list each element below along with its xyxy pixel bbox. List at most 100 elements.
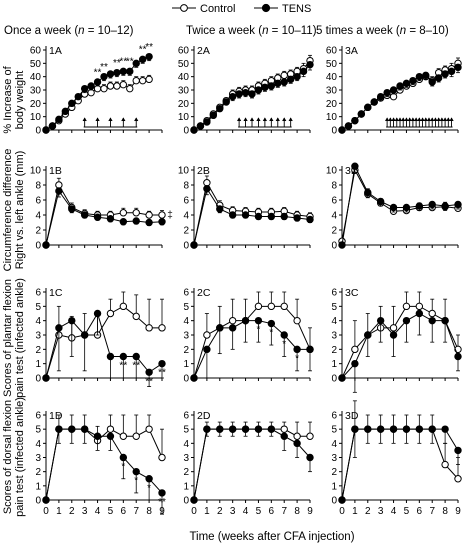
data-point xyxy=(228,92,237,101)
column-title-2: Twice a week (n = 10–11) xyxy=(186,25,317,37)
data-point xyxy=(203,185,211,193)
data-point xyxy=(61,107,70,116)
x-tick-label: 9 xyxy=(455,506,461,517)
x-tick-label: 0 xyxy=(339,506,345,517)
data-point xyxy=(216,324,224,332)
series-line xyxy=(45,189,163,246)
data-point xyxy=(145,475,153,483)
data-point xyxy=(119,352,128,361)
panel-1D: 012345601234567891D***** xyxy=(35,410,166,517)
series-tens xyxy=(42,425,166,515)
series-tens xyxy=(338,425,462,504)
series-line xyxy=(193,181,311,246)
data-point xyxy=(306,453,314,462)
data-point xyxy=(241,316,250,325)
significance-mark: ** xyxy=(126,57,134,68)
data-point xyxy=(119,302,128,311)
tens-session-arrowhead xyxy=(449,117,454,122)
series-tens xyxy=(42,309,166,388)
y-tick-label: 0 xyxy=(331,496,337,507)
significance-mark: * xyxy=(256,325,260,336)
data-point xyxy=(93,309,102,318)
data-point xyxy=(441,460,449,469)
row-label-weight-line1: % Increase of xyxy=(2,65,14,133)
x-tick-label: 4 xyxy=(243,506,249,517)
y-tick-label: 4 xyxy=(331,439,337,450)
series-line xyxy=(341,305,459,379)
series-tens xyxy=(338,63,462,134)
data-point xyxy=(338,374,346,382)
data-point xyxy=(203,345,211,354)
data-point xyxy=(55,425,63,433)
data-point xyxy=(261,83,269,92)
tens-session-arrowhead xyxy=(423,117,428,122)
tens-session-arrowhead xyxy=(262,117,267,122)
data-point xyxy=(402,302,411,311)
tens-session-arrowhead xyxy=(439,117,444,122)
y-tick-label: 0 xyxy=(183,241,189,252)
data-point xyxy=(138,76,147,85)
y-tick-label: 5 xyxy=(35,302,41,313)
y-tick-label: 6 xyxy=(331,411,337,422)
data-point xyxy=(351,116,359,125)
x-tick-label: 7 xyxy=(429,506,435,517)
data-point xyxy=(87,82,95,90)
significance-mark: * xyxy=(295,353,299,364)
series-line xyxy=(341,312,459,379)
y-tick-label: 10 xyxy=(30,112,42,123)
y-tick-label: 20 xyxy=(326,99,338,110)
data-point xyxy=(228,324,237,332)
panel-label: 2D xyxy=(197,410,211,422)
data-point xyxy=(119,453,128,462)
legend: Control TENS xyxy=(172,3,311,15)
panel-2B: 0 2 4 6 8 10 2B xyxy=(178,165,314,252)
data-point xyxy=(42,126,50,134)
data-point xyxy=(254,302,263,311)
row-label-dorsal-line2: pain test (infected ankle) xyxy=(14,397,26,517)
data-point xyxy=(190,374,198,382)
data-point xyxy=(402,425,411,433)
data-point xyxy=(145,425,153,433)
data-point xyxy=(428,78,436,86)
x-tick-label: 0 xyxy=(191,506,197,517)
data-point xyxy=(299,67,308,76)
data-point xyxy=(376,92,385,101)
y-tick-label: 1 xyxy=(183,481,189,492)
series-tens xyxy=(338,309,462,393)
y-tick-label: 4 xyxy=(183,316,189,327)
y-tick-label: 3 xyxy=(35,453,41,464)
data-point xyxy=(415,309,424,318)
data-point xyxy=(402,79,411,88)
significance-mark: * xyxy=(121,462,125,473)
series-line xyxy=(45,428,163,501)
data-point xyxy=(106,215,115,223)
panel-label: 1A xyxy=(49,45,62,57)
row-label-plantar-line1: Scores of plantar flexion xyxy=(2,279,14,397)
series-tens xyxy=(42,52,153,134)
tens-session-arrowhead xyxy=(95,117,100,122)
data-point xyxy=(93,432,102,440)
tens-session-arrowhead xyxy=(446,117,451,122)
y-tick-label: 60 xyxy=(30,46,42,57)
data-point xyxy=(80,425,89,433)
panel-1B: 0 2 4 6 8 10 1B ‡ xyxy=(30,165,173,252)
data-point xyxy=(364,425,372,433)
data-point xyxy=(280,425,288,433)
tens-session-arrowhead xyxy=(420,117,425,122)
data-point xyxy=(441,70,449,78)
y-tick-label: 2 xyxy=(331,467,337,478)
data-point xyxy=(132,467,140,476)
panel-label: 1C xyxy=(49,287,63,299)
data-point xyxy=(80,331,89,339)
data-point xyxy=(389,203,398,212)
data-point xyxy=(158,211,166,219)
y-tick-label: 3 xyxy=(183,331,189,342)
data-point xyxy=(158,324,166,332)
y-tick-label: 50 xyxy=(30,59,42,70)
y-tick-label: 5 xyxy=(331,425,337,436)
tens-session-arrowhead xyxy=(388,117,393,122)
series-line xyxy=(341,428,459,501)
data-point xyxy=(145,368,153,376)
data-point xyxy=(68,205,76,213)
